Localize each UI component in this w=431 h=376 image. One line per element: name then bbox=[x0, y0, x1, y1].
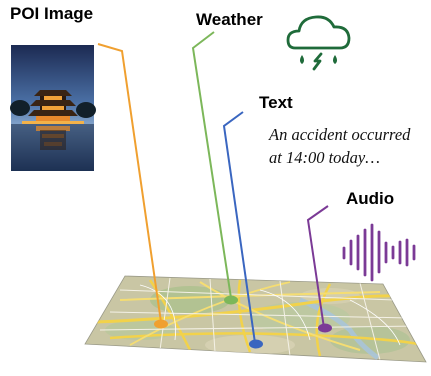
city-map bbox=[84, 275, 427, 363]
sound-wave-icon bbox=[342, 223, 416, 282]
poi-image-connector bbox=[97, 43, 162, 323]
pagoda-photo-icon bbox=[10, 45, 96, 171]
text-label: Text bbox=[259, 93, 293, 112]
poi-image-marker bbox=[154, 319, 168, 329]
text-connector bbox=[222, 111, 256, 344]
text-content-line-2: at 14:00 today… bbox=[269, 148, 380, 167]
text-content-line-1: An accident occurred bbox=[269, 125, 411, 144]
weather-label: Weather bbox=[196, 10, 263, 29]
text-marker bbox=[249, 339, 263, 349]
weather-marker bbox=[224, 295, 238, 305]
audio-marker bbox=[318, 323, 332, 333]
poi-image-label: POI Image bbox=[10, 4, 94, 23]
weather-connector bbox=[191, 31, 232, 299]
audio-label: Audio bbox=[346, 189, 395, 208]
audio-connector bbox=[306, 205, 329, 329]
cloud-rain-lightning-icon bbox=[286, 15, 351, 71]
